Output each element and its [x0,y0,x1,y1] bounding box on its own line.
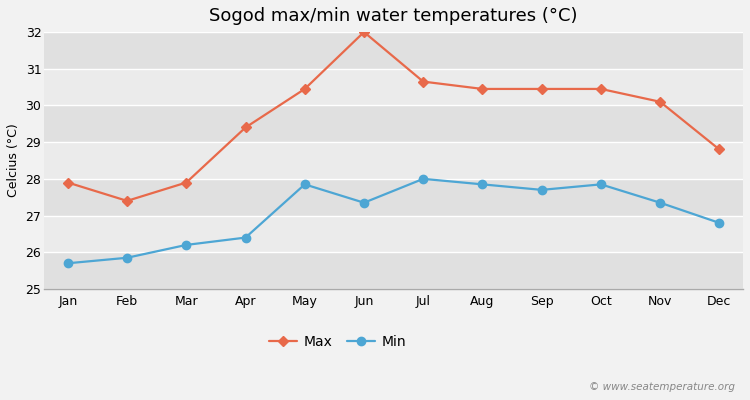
Bar [44,106,743,142]
Title: Sogod max/min water temperatures (°C): Sogod max/min water temperatures (°C) [209,7,578,25]
Max [122,198,131,203]
Max [596,86,605,91]
Max [241,125,250,130]
Bar [44,179,743,216]
Min [596,182,605,187]
Min [182,242,190,247]
Bar [44,216,743,252]
Bar [44,69,743,106]
Line: Min: Min [64,175,724,268]
Max [300,86,309,91]
Max [478,86,487,91]
Max [359,30,368,34]
Bar [44,32,743,69]
Max [656,99,664,104]
Min [122,255,131,260]
Min [537,188,546,192]
Max [715,147,724,152]
Legend: Max, Min: Max, Min [264,329,412,354]
Bar [44,252,743,289]
Min [656,200,664,205]
Min [63,261,72,266]
Min [419,176,428,181]
Max [537,86,546,91]
Min [359,200,368,205]
Min [300,182,309,187]
Min [715,220,724,225]
Line: Max: Max [64,28,723,205]
Y-axis label: Celcius (°C): Celcius (°C) [7,124,20,197]
Text: © www.seatemperature.org: © www.seatemperature.org [589,382,735,392]
Max [419,79,428,84]
Max [182,180,190,185]
Bar [44,142,743,179]
Min [241,235,250,240]
Min [478,182,487,187]
Max [63,180,72,185]
